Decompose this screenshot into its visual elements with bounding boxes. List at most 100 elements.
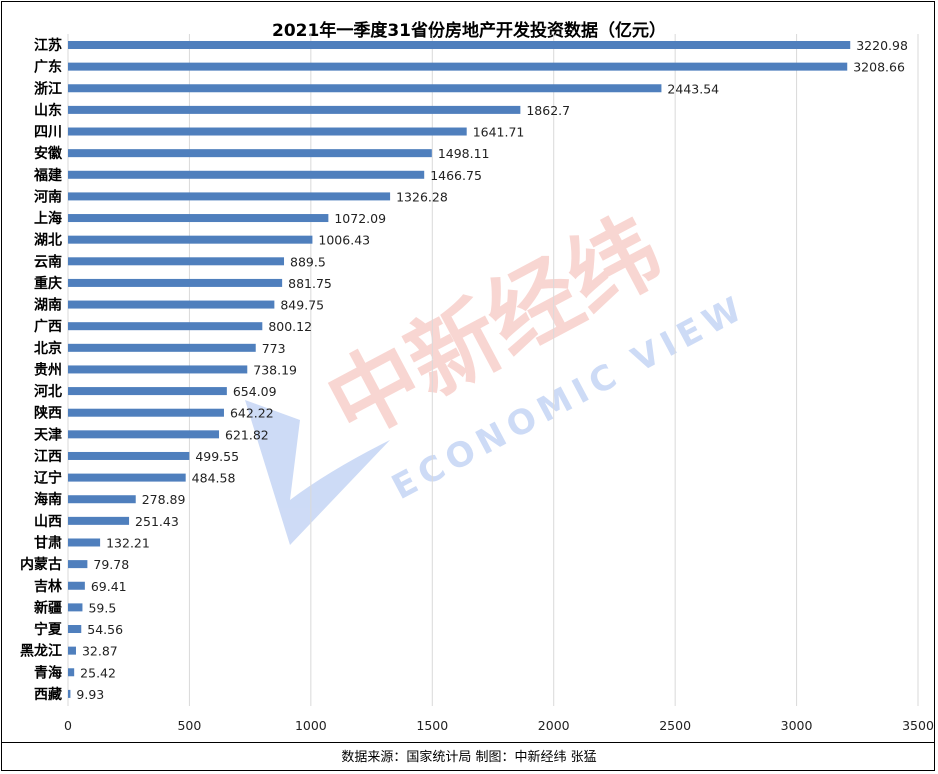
- category-label: 海南: [34, 491, 62, 508]
- x-tick-label: 0: [64, 718, 72, 733]
- source-note: 数据来源：国家统计局 制图：中新经纬 张猛: [341, 750, 597, 765]
- category-label: 吉林: [34, 578, 62, 595]
- bar: [68, 451, 190, 460]
- data-label: 3220.98: [856, 38, 908, 53]
- category-label: 山东: [34, 102, 62, 119]
- category-label: 贵州: [34, 361, 62, 378]
- data-label: 738.19: [253, 362, 297, 377]
- x-tick-label: 2500: [659, 718, 691, 733]
- bar: [68, 322, 263, 331]
- category-label: 西藏: [34, 686, 62, 703]
- bar: [68, 278, 283, 287]
- data-label: 1862.7: [526, 103, 570, 118]
- bar: [68, 668, 75, 677]
- category-label: 安徽: [34, 145, 63, 162]
- category-label: 宁夏: [34, 621, 63, 638]
- x-tick-label: 500: [177, 718, 201, 733]
- category-label: 山西: [34, 514, 62, 530]
- data-label: 773: [262, 341, 286, 356]
- category-label: 重庆: [34, 275, 62, 292]
- x-tick-label: 1500: [416, 718, 448, 733]
- footer-divider: [1, 742, 935, 743]
- category-label: 福建: [33, 167, 62, 184]
- data-label: 251.43: [135, 514, 179, 529]
- data-label: 79.78: [93, 557, 129, 572]
- data-label: 132.21: [106, 535, 150, 550]
- x-tick-label: 2000: [538, 718, 570, 733]
- bar: [68, 689, 71, 698]
- data-label: 621.82: [225, 427, 269, 442]
- data-label: 1326.28: [396, 189, 448, 204]
- bar: [68, 343, 256, 352]
- bar: [68, 300, 275, 309]
- category-label: 甘肃: [34, 534, 62, 551]
- bar: [68, 560, 88, 569]
- bar: [68, 214, 329, 223]
- category-label: 湖北: [34, 233, 62, 249]
- bar: [68, 581, 85, 590]
- bar: [68, 495, 136, 504]
- bar: [68, 257, 285, 266]
- category-label: 河北: [34, 383, 62, 400]
- category-label: 浙江: [34, 80, 62, 97]
- data-label: 800.12: [268, 319, 312, 334]
- data-label: 2443.54: [667, 81, 719, 96]
- data-label: 1466.75: [430, 168, 482, 183]
- data-label: 69.41: [91, 579, 127, 594]
- bar: [68, 538, 101, 547]
- category-label: 河南: [34, 188, 62, 205]
- category-label: 江西: [34, 448, 62, 465]
- data-label: 642.22: [230, 406, 274, 421]
- data-label: 25.42: [80, 665, 116, 680]
- bar: [68, 430, 220, 439]
- data-label: 278.89: [142, 492, 186, 507]
- category-label: 江苏: [34, 37, 62, 54]
- category-label: 天津: [34, 426, 62, 443]
- data-label: 881.75: [288, 276, 332, 291]
- data-label: 654.09: [233, 384, 277, 399]
- bar: [68, 408, 224, 417]
- category-label: 辽宁: [34, 470, 62, 487]
- data-label: 1006.43: [318, 233, 370, 248]
- bar: [68, 365, 248, 374]
- category-label: 黑龙江: [20, 643, 62, 660]
- bar: [68, 105, 521, 114]
- bar: [68, 387, 227, 396]
- bar: [68, 62, 848, 71]
- data-label: 3208.66: [853, 60, 905, 75]
- x-tick-label: 1000: [295, 718, 327, 733]
- data-label: 499.55: [195, 449, 239, 464]
- data-label: 54.56: [87, 622, 123, 637]
- bar: [68, 170, 425, 179]
- bar: [68, 516, 130, 525]
- data-label: 9.93: [76, 687, 104, 702]
- category-label: 广东: [34, 59, 62, 76]
- category-label: 湖南: [34, 297, 62, 314]
- bar: [68, 625, 82, 634]
- chart-title: 2021年一季度31省份房地产开发投资数据（亿元）: [272, 21, 666, 41]
- bar: [68, 473, 186, 482]
- watermark-logo: 中新经纬 ECONOMIC VIEW: [245, 198, 753, 545]
- data-label: 889.5: [290, 254, 326, 269]
- category-label: 内蒙古: [20, 556, 62, 573]
- category-label: 上海: [34, 210, 62, 227]
- category-label: 陕西: [34, 405, 62, 422]
- bar: [68, 603, 83, 612]
- bar: [68, 127, 467, 136]
- category-label: 云南: [34, 253, 62, 270]
- data-label: 1498.11: [438, 146, 490, 161]
- bar: [68, 84, 662, 93]
- bar: [68, 192, 391, 201]
- category-label: 新疆: [34, 599, 62, 616]
- x-tick-label: 3000: [781, 718, 813, 733]
- category-label: 广西: [34, 318, 62, 335]
- category-label: 北京: [34, 340, 62, 357]
- bar: [68, 41, 851, 49]
- bar: [68, 149, 432, 158]
- data-label: 1072.09: [334, 211, 386, 226]
- bar: [68, 235, 313, 244]
- data-label: 849.75: [280, 298, 324, 313]
- x-tick-label: 3500: [902, 718, 934, 733]
